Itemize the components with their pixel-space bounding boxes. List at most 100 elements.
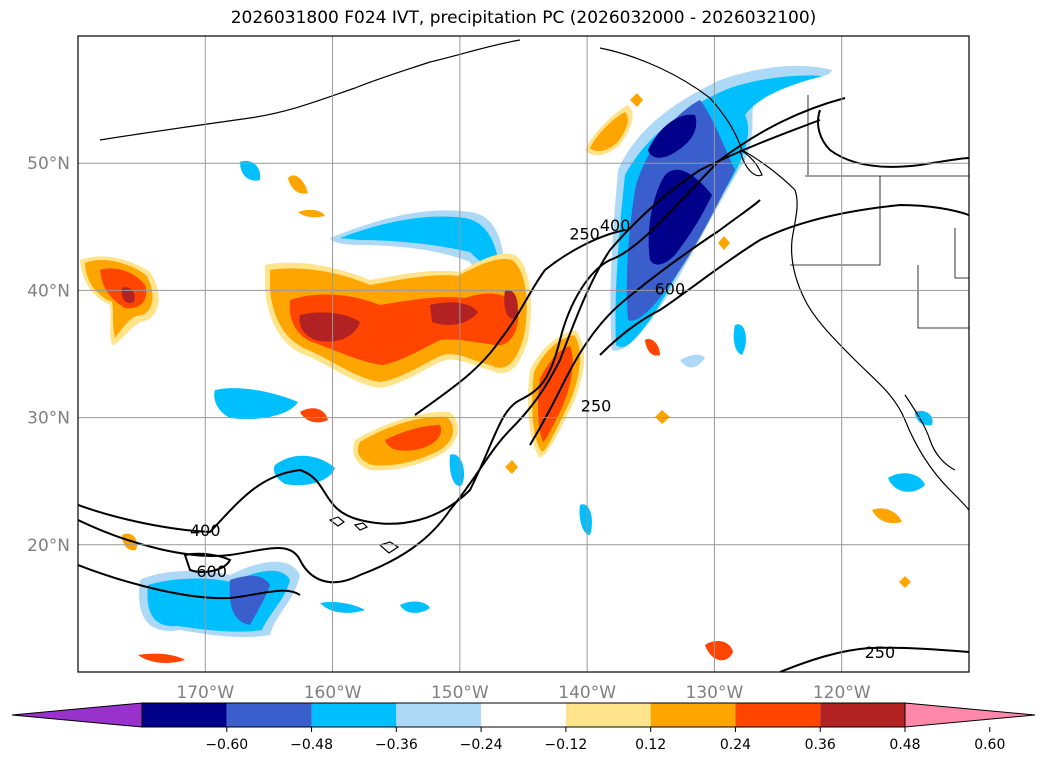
- colorbar-segment: [226, 703, 312, 727]
- shade-pos-small-8: [298, 209, 325, 218]
- shade-pos-small-11: [630, 93, 643, 107]
- shade-neg-patch-5: [733, 324, 746, 355]
- border-states-2: [917, 265, 969, 329]
- colorbar-tick-label: −0.36: [375, 737, 418, 753]
- shade-pos-small-12: [899, 576, 911, 588]
- colorbar-tick-label: 0.60: [974, 737, 1005, 753]
- lon-labels: 170°W 160°W 150°W 140°W 130°W 120°W: [176, 683, 870, 703]
- ivt-contour-400-ar: [599, 203, 969, 356]
- ivt-contour-600-ar: [529, 199, 761, 446]
- shade-pos-small-2: [300, 408, 328, 423]
- ivt-contour-250-inner: [414, 229, 626, 416]
- shade-pos-small-9: [655, 410, 670, 424]
- ivt-contour-600-main: [78, 564, 301, 600]
- colorbar-tick-label: −0.12: [544, 737, 587, 753]
- shade-pos-small-7: [645, 339, 660, 356]
- lon-tick-label: 150°W: [431, 683, 489, 703]
- shade-pos-main-dark-2: [430, 302, 478, 325]
- lat-tick-label: 40°N: [27, 281, 70, 301]
- coast-hawaii-2: [353, 522, 369, 531]
- border-states-1: [790, 176, 881, 266]
- shade-neg-patch-6: [888, 473, 925, 492]
- ivt-contour-250-main: [78, 97, 846, 534]
- ivt-contour-label: 400: [190, 521, 221, 540]
- shade-neg-ar-dark-2: [648, 114, 697, 158]
- lat-tick-label: 30°N: [27, 409, 70, 429]
- shade-neg-patch-9: [400, 601, 430, 613]
- lon-tick-label: 120°W: [813, 683, 871, 703]
- shade-neg-ar-dark: [648, 169, 712, 265]
- coast-north-america: [741, 149, 969, 511]
- coast-alaska-aleutians: [99, 39, 521, 141]
- shade-pos-small-5: [705, 640, 733, 661]
- borders: [790, 95, 969, 329]
- shade-neg-patch-1: [214, 388, 298, 420]
- colorbar-extend-min: [11, 702, 143, 728]
- ivt-contour-250-south: [779, 646, 969, 672]
- ivt-contours: [78, 97, 969, 672]
- lon-tick-label: 140°W: [558, 683, 616, 703]
- shade-neg-patch-10: [680, 354, 705, 368]
- colorbar-extend-max: [904, 702, 1036, 728]
- shade-neg-patch-11: [915, 410, 933, 426]
- shade-neg-patch-4: [579, 504, 592, 535]
- lon-tick-label: 160°W: [304, 683, 362, 703]
- shade-neg-subtrop-blue: [229, 575, 270, 625]
- colorbar-tick-label: 0.24: [720, 737, 751, 753]
- ivt-contour-label: 250: [865, 643, 896, 662]
- shade-pos-small-1: [288, 175, 308, 194]
- colorbar-segment: [565, 703, 651, 727]
- shade-pos-small-4: [138, 653, 185, 663]
- ivt-contour-label: 600: [196, 562, 227, 581]
- map-frame: [77, 35, 970, 673]
- colorbar-segment: [650, 703, 736, 727]
- shade-pos-small-10: [505, 460, 518, 474]
- ivt-contour-600-small: [183, 552, 232, 573]
- colorbar-tick-label: −0.48: [290, 737, 333, 753]
- shade-pos-ne-orange: [590, 112, 628, 152]
- colorbar-segment: [396, 703, 482, 727]
- ivt-contour-label: 250: [581, 396, 612, 415]
- shade-pos-small-3: [122, 533, 138, 551]
- coast-alaska-south: [599, 47, 743, 151]
- shade-pos-main-dark: [299, 312, 360, 342]
- ivt-contour-label: 400: [600, 216, 631, 235]
- shade-pos-small-13: [718, 236, 730, 250]
- colorbar-segment: [820, 703, 905, 727]
- coast-baja: [904, 394, 956, 471]
- shade-pos-nw-dark: [121, 287, 135, 304]
- colorbar-tick-label: 0.12: [635, 737, 666, 753]
- lat-tick-label: 50°N: [27, 154, 70, 174]
- colorbar: −0.60 −0.48 −0.36 −0.24 −0.12 0.12 0.24 0.36 0.4…: [11, 702, 1036, 753]
- colorbar-tick-label: −0.60: [205, 737, 248, 753]
- ivt-contour-label: 600: [655, 279, 686, 298]
- lat-tick-label: 20°N: [27, 536, 70, 556]
- coastlines: [99, 39, 969, 554]
- map-title: 2026031800 F024 IVT, precipitation PC (2…: [230, 8, 817, 28]
- lon-tick-label: 170°W: [176, 683, 234, 703]
- shade-neg-patch-3: [449, 454, 465, 486]
- ivt-contour-400-main: [78, 119, 821, 584]
- ivt-contour-label: 250: [569, 225, 600, 244]
- colorbar-tick-label: −0.24: [460, 737, 503, 753]
- colorbar-tick-label: 0.48: [889, 737, 920, 753]
- shade-pos-main-dark-3: [504, 289, 518, 319]
- shade-pos-small-6: [872, 508, 902, 524]
- colorbar-segment: [142, 703, 227, 727]
- lon-tick-label: 130°W: [686, 683, 744, 703]
- shade-neg-patch-8: [320, 601, 365, 613]
- shade-pos-south-red: [385, 425, 442, 451]
- colorbar-segment: [481, 703, 566, 727]
- colorbar-tick-label: 0.36: [805, 737, 836, 753]
- coast-hawaii-3: [378, 541, 400, 554]
- colorbar-segment: [735, 703, 821, 727]
- border-states-3: [954, 228, 969, 279]
- shade-neg-patch-2: [273, 455, 335, 486]
- gridlines: [78, 36, 969, 672]
- ivt-contour-250-ar: [817, 109, 969, 168]
- colorbar-frame: [141, 702, 906, 728]
- coast-vancouver: [739, 149, 763, 177]
- colorbar-segment: [311, 703, 397, 727]
